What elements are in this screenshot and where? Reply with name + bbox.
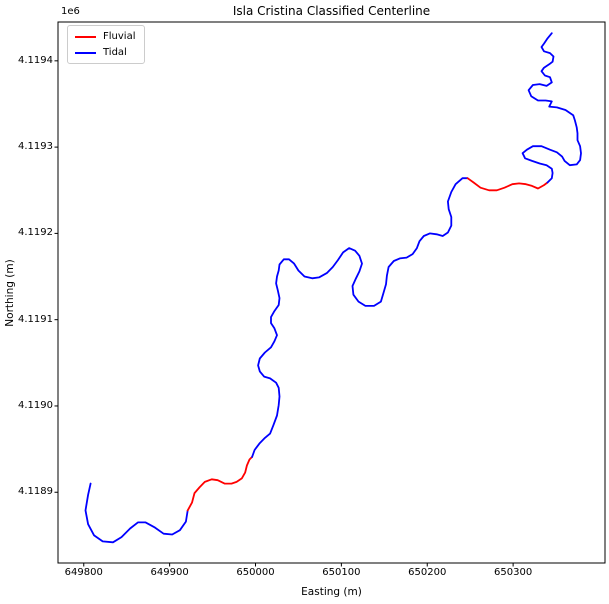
y-tick-label: 4.1194 xyxy=(18,54,53,66)
centerline-segment-tidal xyxy=(251,177,469,458)
y-tick-label: 4.1193 xyxy=(18,141,53,153)
centerline-series xyxy=(84,32,582,544)
x-tick-label: 649800 xyxy=(64,567,103,578)
legend: Fluvial Tidal xyxy=(67,25,146,64)
centerline-segment-fluvial xyxy=(466,177,549,192)
x-tick-label: 650000 xyxy=(236,567,275,578)
x-tick-label: 649900 xyxy=(150,567,189,578)
centerline-segment-fluvial xyxy=(186,455,254,512)
legend-label-fluvial: Fluvial xyxy=(103,31,136,42)
tidal-line-swatch xyxy=(75,51,96,54)
y-tick-label: 4.1191 xyxy=(18,313,53,325)
axes-frame xyxy=(57,21,606,564)
fluvial-line-swatch xyxy=(75,35,96,38)
centerline-segment-tidal xyxy=(84,482,189,544)
axis-ticks xyxy=(54,60,514,567)
y-axis-offset-label: 1e6 xyxy=(61,6,80,17)
x-tick-label: 650300 xyxy=(494,567,533,578)
y-tick-label: 4.1189 xyxy=(18,486,53,498)
chart-title: Isla Cristina Classified Centerline xyxy=(232,4,431,18)
x-axis-label: Easting (m) xyxy=(301,586,362,598)
legend-item-fluvial: Fluvial xyxy=(75,31,135,42)
legend-item-tidal: Tidal xyxy=(75,47,135,58)
x-tick-label: 650100 xyxy=(322,567,361,578)
centerline-segment-tidal xyxy=(521,32,582,184)
y-tick-label: 4.1192 xyxy=(18,227,53,239)
y-tick-label: 4.1190 xyxy=(18,399,53,411)
x-tick-label: 650200 xyxy=(408,567,447,578)
y-axis-label: Northing (m) xyxy=(4,259,16,327)
legend-label-tidal: Tidal xyxy=(103,47,127,58)
